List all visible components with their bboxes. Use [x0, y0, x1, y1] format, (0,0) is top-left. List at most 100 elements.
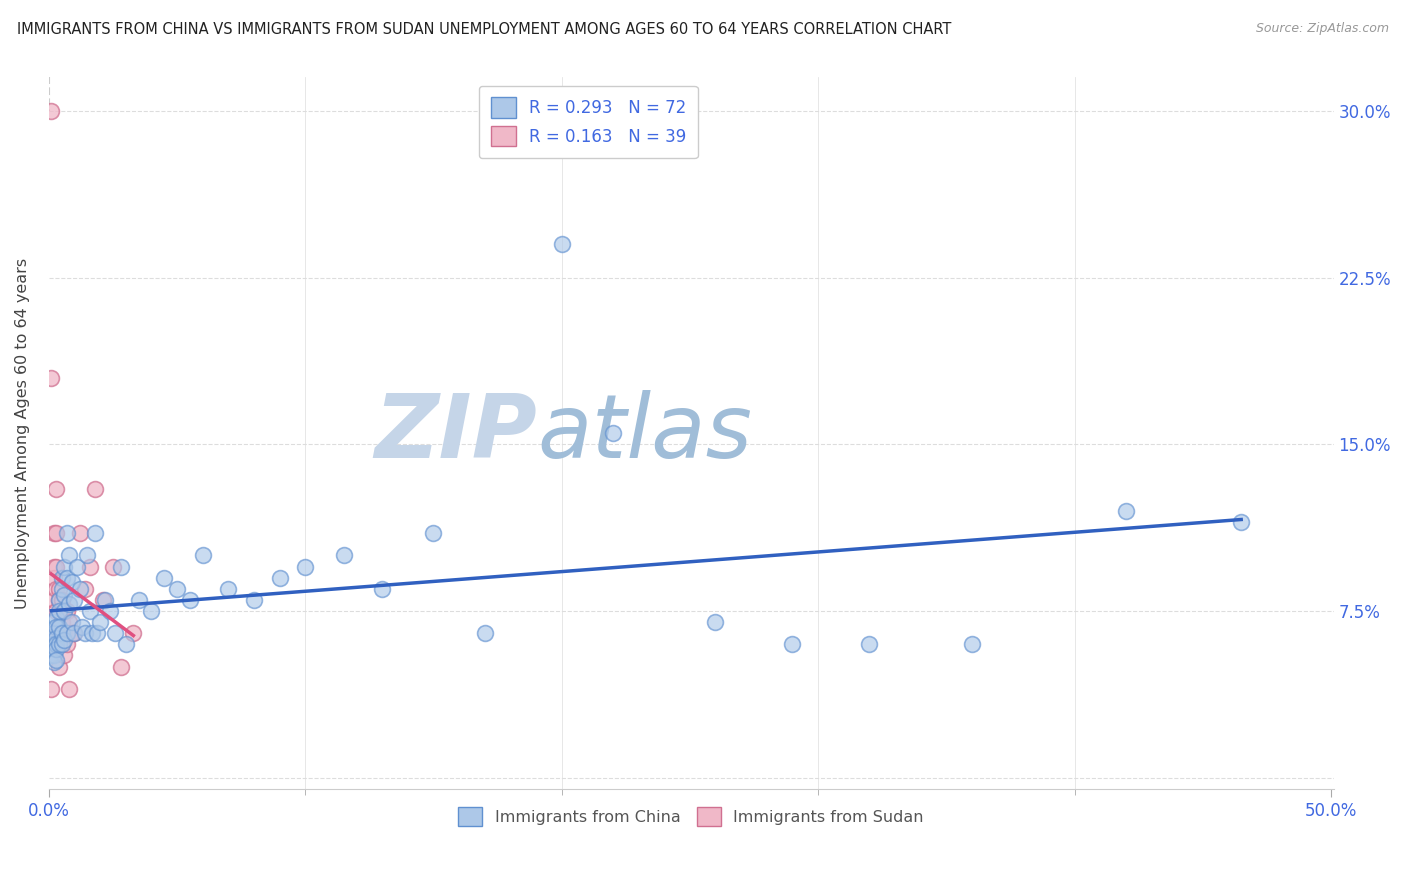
Point — [55, 526, 77, 541]
Point — [45, 637, 67, 651]
Point — [114, 637, 136, 651]
Point — [55, 637, 77, 651]
Point — [141, 604, 163, 618]
Y-axis label: Unemployment Among Ages 60 to 64 years: Unemployment Among Ages 60 to 64 years — [15, 258, 30, 608]
Legend: Immigrants from China, Immigrants from Sudan: Immigrants from China, Immigrants from S… — [450, 799, 932, 834]
Point — [51, 582, 73, 596]
Point — [45, 641, 67, 656]
Point — [45, 482, 67, 496]
Point — [110, 559, 132, 574]
Point — [42, 626, 65, 640]
Point — [153, 571, 176, 585]
Point — [422, 526, 444, 541]
Point — [70, 619, 93, 633]
Point — [60, 575, 83, 590]
Point — [48, 593, 70, 607]
Point — [86, 626, 108, 640]
Point — [58, 681, 80, 696]
Point — [42, 615, 65, 629]
Point — [45, 610, 67, 624]
Point — [191, 549, 214, 563]
Point — [63, 593, 86, 607]
Point — [58, 598, 80, 612]
Point — [217, 582, 239, 596]
Point — [39, 681, 62, 696]
Point — [243, 593, 266, 607]
Point — [48, 626, 70, 640]
Point — [39, 637, 62, 651]
Point — [53, 626, 76, 640]
Point — [69, 582, 91, 596]
Point — [84, 526, 107, 541]
Point — [39, 648, 62, 663]
Point — [48, 604, 70, 618]
Point — [55, 604, 77, 618]
Point — [550, 237, 572, 252]
Point — [63, 626, 86, 640]
Point — [63, 626, 86, 640]
Point — [45, 582, 67, 596]
Point — [48, 659, 70, 673]
Point — [474, 626, 496, 640]
Point — [48, 637, 70, 651]
Point — [73, 582, 96, 596]
Point — [51, 593, 73, 607]
Point — [45, 653, 67, 667]
Point — [42, 626, 65, 640]
Point — [53, 604, 76, 618]
Point — [42, 593, 65, 607]
Point — [55, 571, 77, 585]
Point — [58, 615, 80, 629]
Point — [371, 582, 394, 596]
Point — [42, 637, 65, 651]
Point — [128, 593, 150, 607]
Point — [53, 559, 76, 574]
Point — [51, 626, 73, 640]
Point — [42, 559, 65, 574]
Point — [53, 589, 76, 603]
Point — [69, 526, 91, 541]
Point — [39, 626, 62, 640]
Point — [53, 648, 76, 663]
Point — [42, 655, 65, 669]
Point — [45, 526, 67, 541]
Point — [82, 626, 104, 640]
Point — [76, 549, 98, 563]
Text: ZIP: ZIP — [374, 390, 537, 476]
Point — [60, 615, 83, 629]
Point — [332, 549, 354, 563]
Point — [58, 549, 80, 563]
Point — [39, 103, 62, 118]
Point — [91, 593, 114, 607]
Point — [42, 648, 65, 663]
Text: Source: ZipAtlas.com: Source: ZipAtlas.com — [1256, 22, 1389, 36]
Point — [101, 559, 124, 574]
Point — [39, 370, 62, 384]
Point — [48, 582, 70, 596]
Point — [104, 626, 127, 640]
Point — [53, 632, 76, 647]
Point — [45, 604, 67, 618]
Point — [782, 637, 804, 651]
Point — [66, 559, 89, 574]
Text: atlas: atlas — [537, 390, 752, 476]
Point — [45, 631, 67, 645]
Point — [179, 593, 201, 607]
Point — [704, 615, 727, 629]
Point — [602, 426, 624, 441]
Point — [51, 637, 73, 651]
Point — [94, 593, 117, 607]
Point — [79, 604, 101, 618]
Point — [42, 526, 65, 541]
Point — [53, 604, 76, 618]
Point — [110, 659, 132, 673]
Point — [45, 619, 67, 633]
Point — [42, 571, 65, 585]
Point — [98, 604, 121, 618]
Point — [60, 626, 83, 640]
Point — [48, 593, 70, 607]
Point — [858, 637, 880, 651]
Point — [294, 559, 316, 574]
Point — [45, 637, 67, 651]
Point — [1230, 515, 1253, 529]
